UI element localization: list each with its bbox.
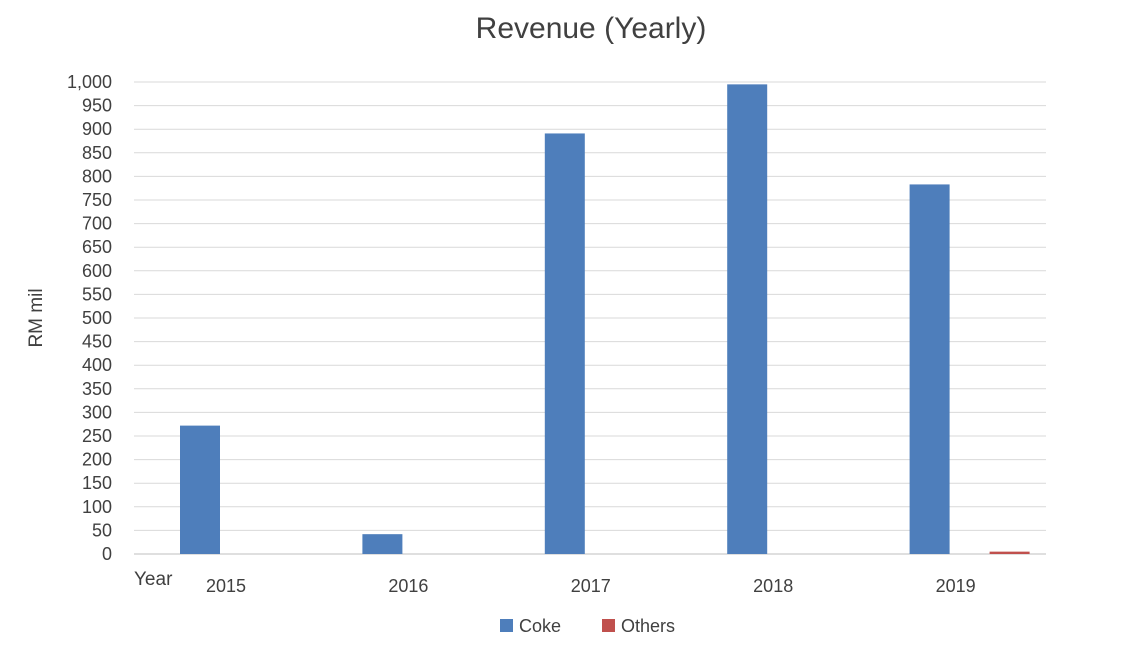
y-tick-label: 250 — [82, 426, 112, 446]
bar-coke-2018 — [727, 84, 768, 555]
legend-label-others: Others — [621, 616, 675, 636]
y-tick-label: 150 — [82, 473, 112, 493]
y-tick-label: 950 — [82, 96, 112, 116]
legend-swatch-others — [602, 619, 615, 632]
y-tick-label: 900 — [82, 119, 112, 139]
bar-coke-2016 — [362, 534, 403, 554]
bars — [180, 84, 1030, 555]
legend-label-coke: Coke — [519, 616, 561, 636]
x-tick-label: 2018 — [753, 576, 793, 596]
x-axis-label: Year — [134, 569, 173, 590]
legend-swatch-coke — [500, 619, 513, 632]
y-tick-label: 400 — [82, 355, 112, 375]
y-tick-label: 50 — [92, 520, 112, 540]
gridlines — [134, 81, 1046, 555]
y-tick-label: 850 — [82, 143, 112, 163]
y-tick-label: 300 — [82, 402, 112, 422]
y-tick-label: 100 — [82, 497, 112, 517]
x-axis-ticks: 2015 2016 2017 2018 2019 — [206, 576, 976, 596]
bar-coke-2015 — [180, 425, 220, 554]
y-tick-label: 450 — [82, 332, 112, 352]
legend: Coke Others — [500, 616, 675, 636]
bar-coke-2019 — [909, 184, 950, 554]
x-tick-label: 2019 — [936, 576, 976, 596]
bar-others-2019 — [989, 551, 1030, 554]
x-tick-label: 2016 — [388, 576, 428, 596]
y-tick-label: 600 — [82, 261, 112, 281]
y-tick-label: 550 — [82, 284, 112, 304]
y-tick-label: 1,000 — [67, 72, 112, 92]
y-tick-label: 650 — [82, 237, 112, 257]
y-tick-label: 800 — [82, 166, 112, 186]
y-tick-label: 500 — [82, 308, 112, 328]
y-tick-label: 750 — [82, 190, 112, 210]
y-tick-label: 0 — [102, 544, 112, 564]
y-axis-label: RM mil — [26, 288, 47, 347]
chart-title: Revenue (Yearly) — [476, 12, 707, 45]
y-axis-ticks: 0 50 100 150 200 250 300 350 400 450 500 550 600 650 7… — [67, 72, 112, 564]
x-tick-label: 2015 — [206, 576, 246, 596]
y-tick-label: 700 — [82, 214, 112, 234]
bar-coke-2017 — [544, 133, 585, 554]
y-tick-label: 200 — [82, 450, 112, 470]
x-tick-label: 2017 — [571, 576, 611, 596]
y-tick-label: 350 — [82, 379, 112, 399]
